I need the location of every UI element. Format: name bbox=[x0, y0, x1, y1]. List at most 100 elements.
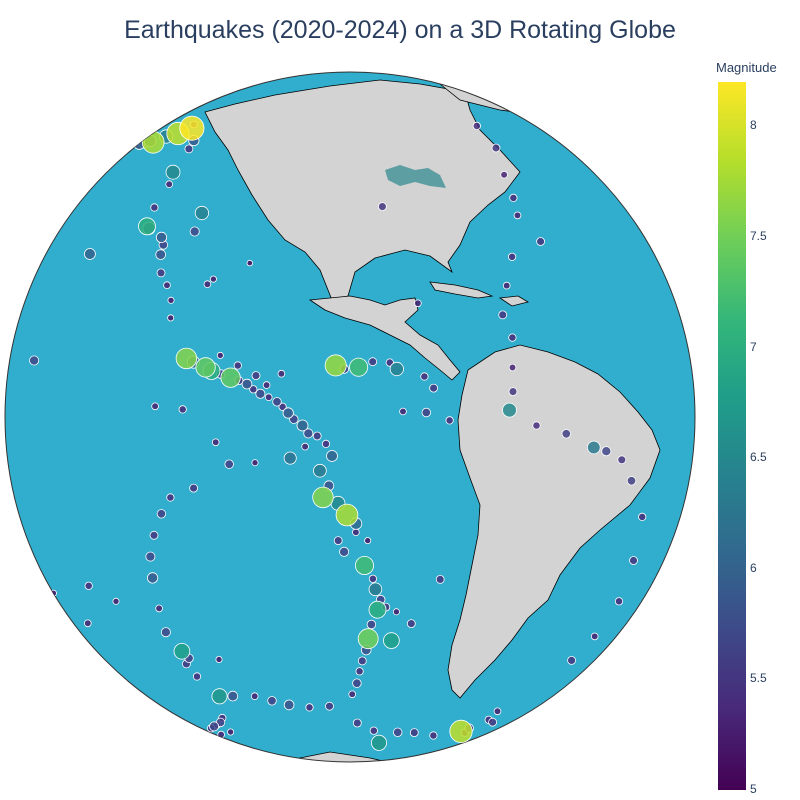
earthquake-marker[interactable] bbox=[364, 537, 372, 545]
earthquake-marker[interactable] bbox=[349, 357, 369, 377]
earthquake-marker[interactable] bbox=[429, 383, 439, 393]
earthquake-marker[interactable] bbox=[209, 275, 217, 283]
earthquake-marker[interactable] bbox=[233, 361, 242, 370]
earthquake-marker[interactable] bbox=[167, 296, 175, 304]
earthquake-marker[interactable] bbox=[184, 144, 194, 154]
earthquake-marker[interactable] bbox=[145, 551, 156, 562]
earthquake-marker[interactable] bbox=[532, 421, 541, 430]
earthquake-marker[interactable] bbox=[312, 486, 334, 509]
earthquake-marker[interactable] bbox=[249, 385, 258, 394]
earthquake-marker[interactable] bbox=[246, 259, 253, 267]
earthquake-marker[interactable] bbox=[392, 608, 400, 616]
earthquake-marker[interactable] bbox=[586, 440, 601, 455]
earthquake-marker[interactable] bbox=[502, 281, 511, 290]
earthquake-marker[interactable] bbox=[283, 699, 295, 711]
earthquake-marker[interactable] bbox=[189, 226, 200, 237]
earthquake-marker[interactable] bbox=[220, 367, 241, 388]
earthquake-marker[interactable] bbox=[227, 690, 239, 702]
earthquake-marker[interactable] bbox=[264, 393, 273, 402]
earthquake-marker[interactable] bbox=[368, 357, 378, 367]
earthquake-marker[interactable] bbox=[435, 575, 445, 584]
earthquake-marker[interactable] bbox=[352, 678, 362, 688]
earthquake-marker[interactable] bbox=[508, 387, 518, 397]
earthquake-marker[interactable] bbox=[333, 536, 343, 545]
earthquake-marker[interactable] bbox=[173, 642, 191, 660]
earthquake-marker[interactable] bbox=[192, 672, 202, 681]
earthquake-marker[interactable] bbox=[194, 205, 209, 221]
earthquake-marker[interactable] bbox=[49, 589, 57, 597]
earthquake-marker[interactable] bbox=[160, 627, 171, 638]
earthquake-marker[interactable] bbox=[216, 351, 224, 359]
earthquake-marker[interactable] bbox=[112, 597, 120, 605]
earthquake-marker[interactable] bbox=[209, 721, 220, 732]
earthquake-marker[interactable] bbox=[282, 407, 294, 419]
earthquake-marker[interactable] bbox=[250, 692, 259, 700]
earthquake-marker[interactable] bbox=[155, 249, 167, 260]
earthquake-marker[interactable] bbox=[399, 407, 407, 416]
earthquake-marker[interactable] bbox=[354, 556, 374, 576]
earthquake-marker[interactable] bbox=[335, 503, 359, 527]
earthquake-marker[interactable] bbox=[366, 619, 377, 630]
earthquake-marker[interactable] bbox=[561, 429, 572, 439]
earthquake-marker[interactable] bbox=[502, 402, 517, 418]
earthquake-marker[interactable] bbox=[409, 728, 419, 737]
earthquake-marker[interactable] bbox=[29, 355, 40, 366]
earthquake-marker[interactable] bbox=[211, 688, 228, 705]
earthquake-marker[interactable] bbox=[498, 310, 508, 320]
earthquake-marker[interactable] bbox=[283, 451, 297, 465]
earthquake-marker[interactable] bbox=[215, 656, 223, 664]
earthquake-marker[interactable] bbox=[165, 164, 181, 180]
earthquake-marker[interactable] bbox=[614, 597, 624, 606]
earthquake-marker[interactable] bbox=[303, 428, 314, 439]
earthquake-marker[interactable] bbox=[513, 211, 522, 220]
earthquake-marker[interactable] bbox=[211, 438, 220, 447]
earthquake-marker[interactable] bbox=[155, 231, 168, 243]
earthquake-marker[interactable] bbox=[414, 299, 422, 308]
earthquake-marker[interactable] bbox=[617, 455, 627, 465]
earthquake-marker[interactable] bbox=[626, 476, 637, 486]
earthquake-marker[interactable] bbox=[629, 556, 638, 565]
earthquake-marker[interactable] bbox=[251, 371, 261, 381]
earthquake-marker[interactable] bbox=[227, 728, 235, 736]
earthquake-marker[interactable] bbox=[147, 572, 159, 584]
earthquake-marker[interactable] bbox=[155, 604, 163, 613]
earthquake-marker[interactable] bbox=[590, 632, 599, 641]
earthquake-marker[interactable] bbox=[272, 397, 282, 407]
earthquake-marker[interactable] bbox=[508, 333, 517, 342]
earthquake-marker[interactable] bbox=[84, 619, 92, 628]
earthquake-marker[interactable] bbox=[507, 252, 517, 261]
earthquake-marker[interactable] bbox=[601, 446, 612, 457]
earthquake-marker[interactable] bbox=[536, 237, 545, 246]
earthquake-marker[interactable] bbox=[296, 419, 309, 432]
earthquake-marker[interactable] bbox=[491, 143, 501, 153]
earthquake-marker[interactable] bbox=[163, 281, 171, 290]
earthquake-marker[interactable] bbox=[370, 734, 387, 751]
earthquake-marker[interactable] bbox=[508, 363, 517, 372]
earthquake-marker[interactable] bbox=[241, 378, 253, 390]
earthquake-marker[interactable] bbox=[195, 357, 216, 378]
earthquake-marker[interactable] bbox=[348, 690, 357, 699]
earthquake-marker[interactable] bbox=[156, 268, 166, 278]
earthquake-marker[interactable] bbox=[449, 719, 473, 744]
earthquake-marker[interactable] bbox=[313, 463, 327, 478]
earthquake-marker[interactable] bbox=[389, 361, 404, 377]
earthquake-marker[interactable] bbox=[277, 369, 286, 378]
earthquake-marker[interactable] bbox=[325, 701, 334, 711]
earthquake-marker[interactable] bbox=[267, 696, 277, 706]
earthquake-marker[interactable] bbox=[429, 731, 438, 740]
earthquake-marker[interactable] bbox=[179, 115, 205, 141]
earthquake-marker[interactable] bbox=[138, 217, 156, 236]
earthquake-marker[interactable] bbox=[567, 656, 576, 665]
earthquake-marker[interactable] bbox=[301, 442, 309, 451]
earthquake-markers[interactable] bbox=[29, 115, 647, 751]
earthquake-marker[interactable] bbox=[493, 707, 502, 716]
earthquake-marker[interactable] bbox=[339, 546, 350, 557]
earthquake-marker[interactable] bbox=[175, 347, 198, 370]
earthquake-marker[interactable] bbox=[509, 193, 518, 202]
earthquake-marker[interactable] bbox=[368, 600, 387, 619]
earthquake-marker[interactable] bbox=[84, 581, 93, 590]
earthquake-marker[interactable] bbox=[278, 402, 287, 411]
earthquake-marker[interactable] bbox=[421, 407, 432, 418]
earthquake-marker[interactable] bbox=[321, 439, 331, 448]
